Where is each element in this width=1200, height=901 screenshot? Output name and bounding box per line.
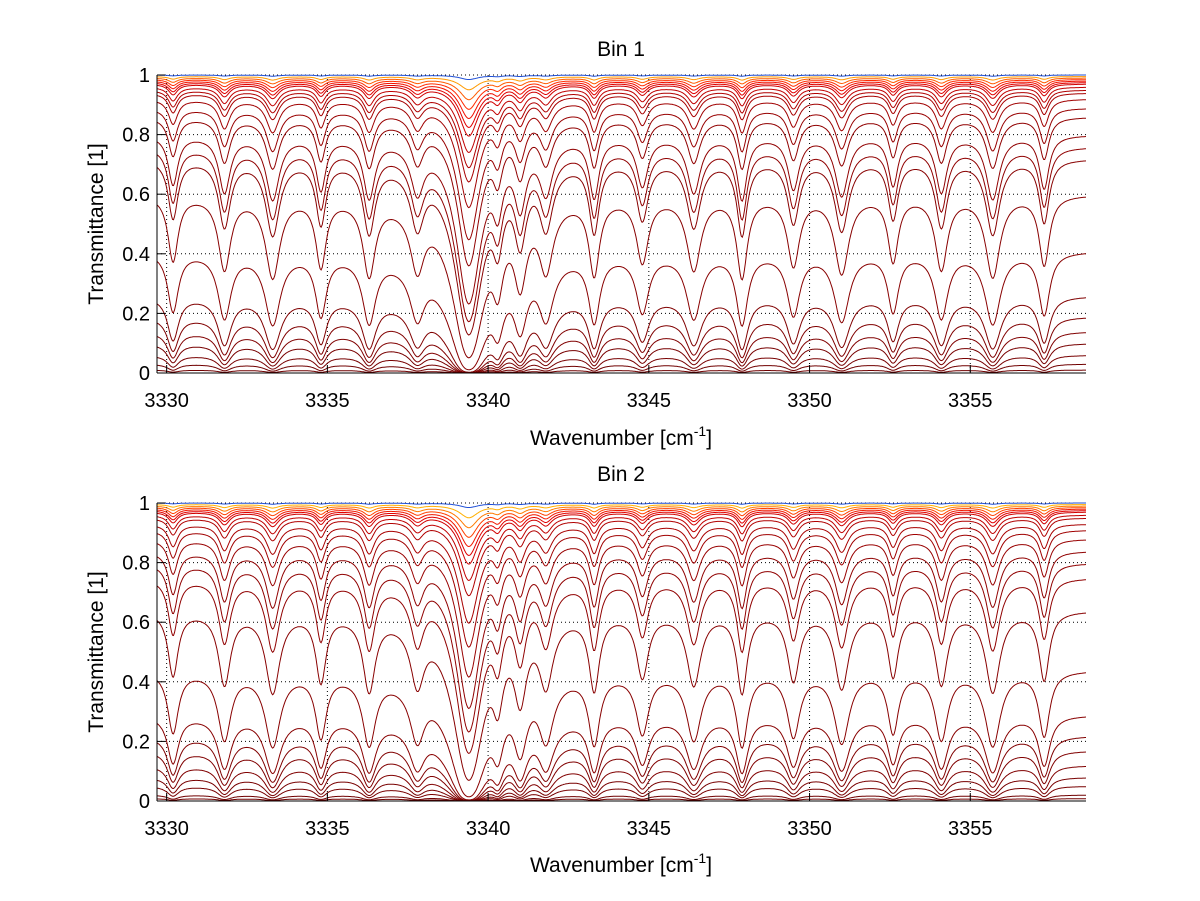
- y-tick-label: 0: [139, 363, 150, 385]
- x-axis-label: Wavenumber [cm-1]: [530, 423, 712, 450]
- x-axis-label-superscript: -1: [694, 850, 707, 866]
- series-line: [157, 196, 1086, 359]
- x-tick-label: 3345: [627, 390, 672, 412]
- series-line: [157, 798, 1086, 802]
- y-tick-label: 0.6: [122, 184, 150, 206]
- series-line: [157, 751, 1086, 802]
- x-tick-label: 3355: [948, 818, 993, 840]
- y-tick-label: 0.4: [122, 244, 150, 266]
- series-line: [157, 343, 1086, 374]
- y-tick-label: 0.2: [122, 303, 150, 325]
- x-axis-label-tail: ]: [706, 854, 712, 877]
- series-line: [157, 508, 1086, 548]
- y-axis-label: Transmittance [1]: [85, 571, 108, 732]
- y-tick-label: 0: [139, 791, 150, 813]
- y-tick-label: 1: [139, 65, 150, 87]
- series-line: [157, 355, 1086, 374]
- series-line: [157, 564, 1086, 733]
- y-tick-label: 0.8: [122, 125, 150, 147]
- series-line: [157, 579, 1086, 754]
- series-line: [157, 505, 1086, 529]
- series-line: [157, 716, 1086, 801]
- series-line: [157, 777, 1086, 802]
- x-tick-label: 3335: [305, 818, 350, 840]
- y-tick-label: 1: [139, 493, 150, 515]
- series-line: [157, 79, 1086, 110]
- series-line: [157, 766, 1086, 802]
- series-line: [157, 83, 1086, 137]
- series-line: [157, 80, 1086, 120]
- series-line: [157, 794, 1086, 802]
- y-tick-label: 0.4: [122, 672, 150, 694]
- x-axis-label-tail: ]: [706, 427, 712, 450]
- x-tick-label: 3345: [627, 818, 672, 840]
- plot-panel-bin-2: Bin 2 3330 3335 3340 3345 3350 3355 0 0.2 0.4 0.6…: [85, 463, 1086, 877]
- series-line: [157, 160, 1086, 336]
- series-line: [157, 76, 1086, 91]
- series-line: [157, 524, 1086, 624]
- x-tick-label: 3330: [144, 818, 189, 840]
- series-line: [157, 90, 1086, 169]
- series-line: [157, 148, 1086, 323]
- x-tick-label: 3350: [787, 390, 832, 412]
- series-line: [157, 612, 1086, 781]
- series-group: [157, 502, 1086, 802]
- series-line: [157, 737, 1086, 802]
- x-axis-label: Wavenumber [cm-1]: [530, 850, 712, 877]
- y-axis-label: Transmittance [1]: [85, 143, 108, 304]
- series-line: [157, 93, 1086, 183]
- series-line: [157, 518, 1086, 597]
- series-line: [157, 99, 1086, 209]
- series-line: [157, 511, 1086, 565]
- series-line: [157, 551, 1086, 710]
- plot-area: 3330 3335 3340 3345 3350 3355 0 0.2 0.4 0.6 0.8 1: [122, 493, 1086, 840]
- series-line: [157, 507, 1086, 538]
- series-line: [157, 108, 1086, 241]
- series-line: [157, 332, 1086, 374]
- series-line: [157, 672, 1086, 798]
- x-axis-label-main: Wavenumber [cm: [530, 854, 694, 877]
- series-line: [157, 297, 1086, 373]
- series-line: [157, 86, 1086, 154]
- series-line: [157, 530, 1086, 648]
- y-tick-label: 0.2: [122, 731, 150, 753]
- series-line: [157, 136, 1086, 305]
- chart-title: Bin 2: [597, 463, 645, 486]
- series-line: [157, 514, 1086, 582]
- y-tick-label: 0.8: [122, 553, 150, 575]
- series-line: [157, 510, 1086, 557]
- series-line: [157, 253, 1086, 371]
- series-line: [157, 504, 1086, 519]
- series-line: [157, 117, 1086, 267]
- x-axis-label-superscript: -1: [694, 423, 707, 439]
- plot-area: 3330 3335 3340 3345 3350 3355 0 0.2 0.4 0.6 0.8 1: [122, 65, 1086, 412]
- series-line: [157, 363, 1086, 374]
- plot-background: [157, 75, 1086, 373]
- x-axis-label-main: Wavenumber [cm: [530, 427, 694, 450]
- series-line: [157, 369, 1086, 374]
- x-tick-label: 3340: [466, 818, 511, 840]
- series-group: [157, 74, 1086, 374]
- series-line: [157, 502, 1086, 508]
- series-line: [157, 786, 1086, 802]
- x-tick-label: 3330: [144, 390, 189, 412]
- series-line: [157, 82, 1086, 129]
- y-tick-label: 0.6: [122, 612, 150, 634]
- series-line: [157, 317, 1086, 374]
- series-line: [157, 74, 1086, 80]
- chart-title: Bin 1: [597, 38, 645, 61]
- series-line: [157, 539, 1086, 678]
- plot-panel-bin-1: Bin 1 3330 3335 3340 3345 3350 3355 0 0.2 0.4 0.6…: [85, 38, 1086, 450]
- x-tick-label: 3355: [948, 390, 993, 412]
- x-tick-label: 3335: [305, 390, 350, 412]
- x-tick-label: 3350: [787, 818, 832, 840]
- series-line: [157, 77, 1086, 101]
- x-tick-label: 3340: [466, 390, 511, 412]
